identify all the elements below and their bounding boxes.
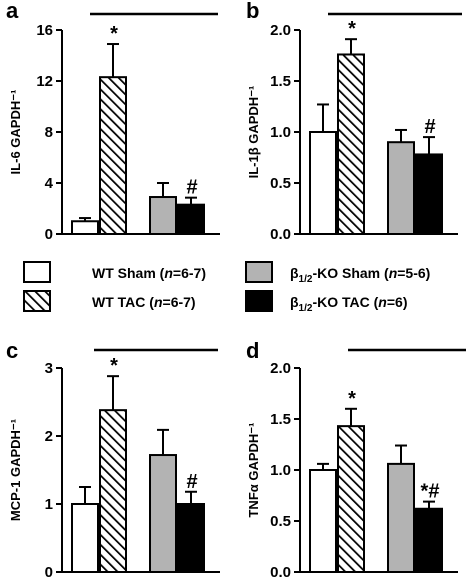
bar-wt-tac: [99, 409, 127, 573]
bar-ko-sham: [387, 141, 415, 235]
bar-wt-tac: [337, 425, 365, 574]
bar-wt-tac: [337, 53, 365, 236]
legend-swatch-ko-sham: [245, 261, 273, 283]
bar-ko-tac: [177, 203, 205, 236]
y-tick-label: 0: [45, 564, 53, 581]
significance-marker: #: [424, 116, 435, 138]
bar-wt-sham: [309, 131, 337, 235]
bar-ko-sham: [149, 454, 177, 574]
significance-marker: *: [348, 388, 356, 410]
bar-ko-tac: [415, 507, 443, 574]
bar-ko-sham: [387, 462, 415, 574]
panel-d: d 0.0 0.5 1.0 1.5 2.0 TNFα GAPDH⁻¹ * *#: [246, 338, 466, 581]
legend-item-wt-tac: WT TAC (n=6-7): [23, 290, 196, 312]
bar-wt-sham: [71, 503, 99, 573]
legend-label-wt-tac: WT TAC (n=6-7): [92, 294, 196, 310]
y-tick-label: 3: [45, 360, 53, 377]
bar-ko-tac: [177, 503, 205, 573]
y-tick-label: 4: [45, 175, 54, 192]
panel-a: a 0 4 8 12 16 IL-6 GAPDH⁻¹ * #: [6, 0, 220, 243]
y-tick-label: 12: [36, 73, 53, 90]
y-tick-label: 0.5: [270, 513, 291, 530]
bar-wt-sham: [71, 220, 99, 235]
significance-marker: #: [186, 471, 197, 493]
y-tick-label: 1.5: [270, 411, 291, 428]
y-tick-label: 0.5: [270, 175, 291, 192]
legend-label-ko-tac: β1/2-KO TAC (n=6): [290, 294, 407, 314]
legend-swatch-ko-tac: [245, 290, 273, 312]
panel-letter: c: [6, 338, 18, 363]
panel-c: c 0 1 2 3 MCP-1 GAPDH⁻¹ * #: [6, 338, 220, 581]
panel-letter: d: [246, 338, 259, 363]
legend-item-ko-sham: β1/2-KO Sham (n=5-6): [245, 261, 430, 285]
panel-letter: b: [246, 0, 259, 23]
legend-item-ko-tac: β1/2-KO TAC (n=6): [245, 290, 407, 314]
y-tick-label: 1: [45, 496, 53, 513]
y-axis-label: IL-6 GAPDH⁻¹: [8, 90, 23, 175]
y-tick-label: 2.0: [270, 22, 291, 39]
bar-ko-tac: [415, 153, 443, 235]
y-tick-label: 8: [45, 124, 53, 141]
y-tick-label: 2: [45, 428, 53, 445]
bar-wt-sham: [309, 469, 337, 573]
y-tick-label: 2.0: [270, 360, 291, 377]
legend-label-wt-sham: WT Sham (n=6-7): [92, 265, 206, 281]
legend: WT Sham (n=6-7) WT TAC (n=6-7) β1/2-KO S…: [23, 261, 430, 314]
legend-swatch-wt-sham: [23, 261, 51, 283]
panel-b: b 0.0 0.5 1.0 1.5 2.0 IL-1β GAPDH⁻¹ * #: [246, 0, 462, 243]
significance-marker: *: [110, 355, 118, 377]
significance-marker: *: [348, 18, 356, 40]
y-tick-label: 16: [36, 22, 53, 39]
y-tick-label: 1.0: [270, 124, 291, 141]
bar-wt-tac: [99, 76, 127, 235]
y-axis-label: MCP-1 GAPDH⁻¹: [8, 419, 23, 521]
bar-ko-sham: [149, 196, 177, 235]
y-axis-label: IL-1β GAPDH⁻¹: [246, 86, 261, 179]
y-tick-label: 0: [45, 226, 53, 243]
significance-marker: *#: [421, 481, 440, 503]
significance-marker: *: [110, 23, 118, 45]
legend-item-wt-sham: WT Sham (n=6-7): [23, 261, 206, 283]
significance-marker: #: [186, 177, 197, 199]
panel-letter: a: [6, 0, 19, 23]
y-tick-label: 0.0: [270, 564, 291, 581]
y-axis-label: TNFα GAPDH⁻¹: [246, 422, 261, 517]
y-tick-label: 0.0: [270, 226, 291, 243]
y-tick-label: 1.5: [270, 73, 291, 90]
legend-label-ko-sham: β1/2-KO Sham (n=5-6): [290, 265, 430, 285]
legend-swatch-wt-tac: [23, 290, 51, 312]
y-tick-label: 1.0: [270, 462, 291, 479]
